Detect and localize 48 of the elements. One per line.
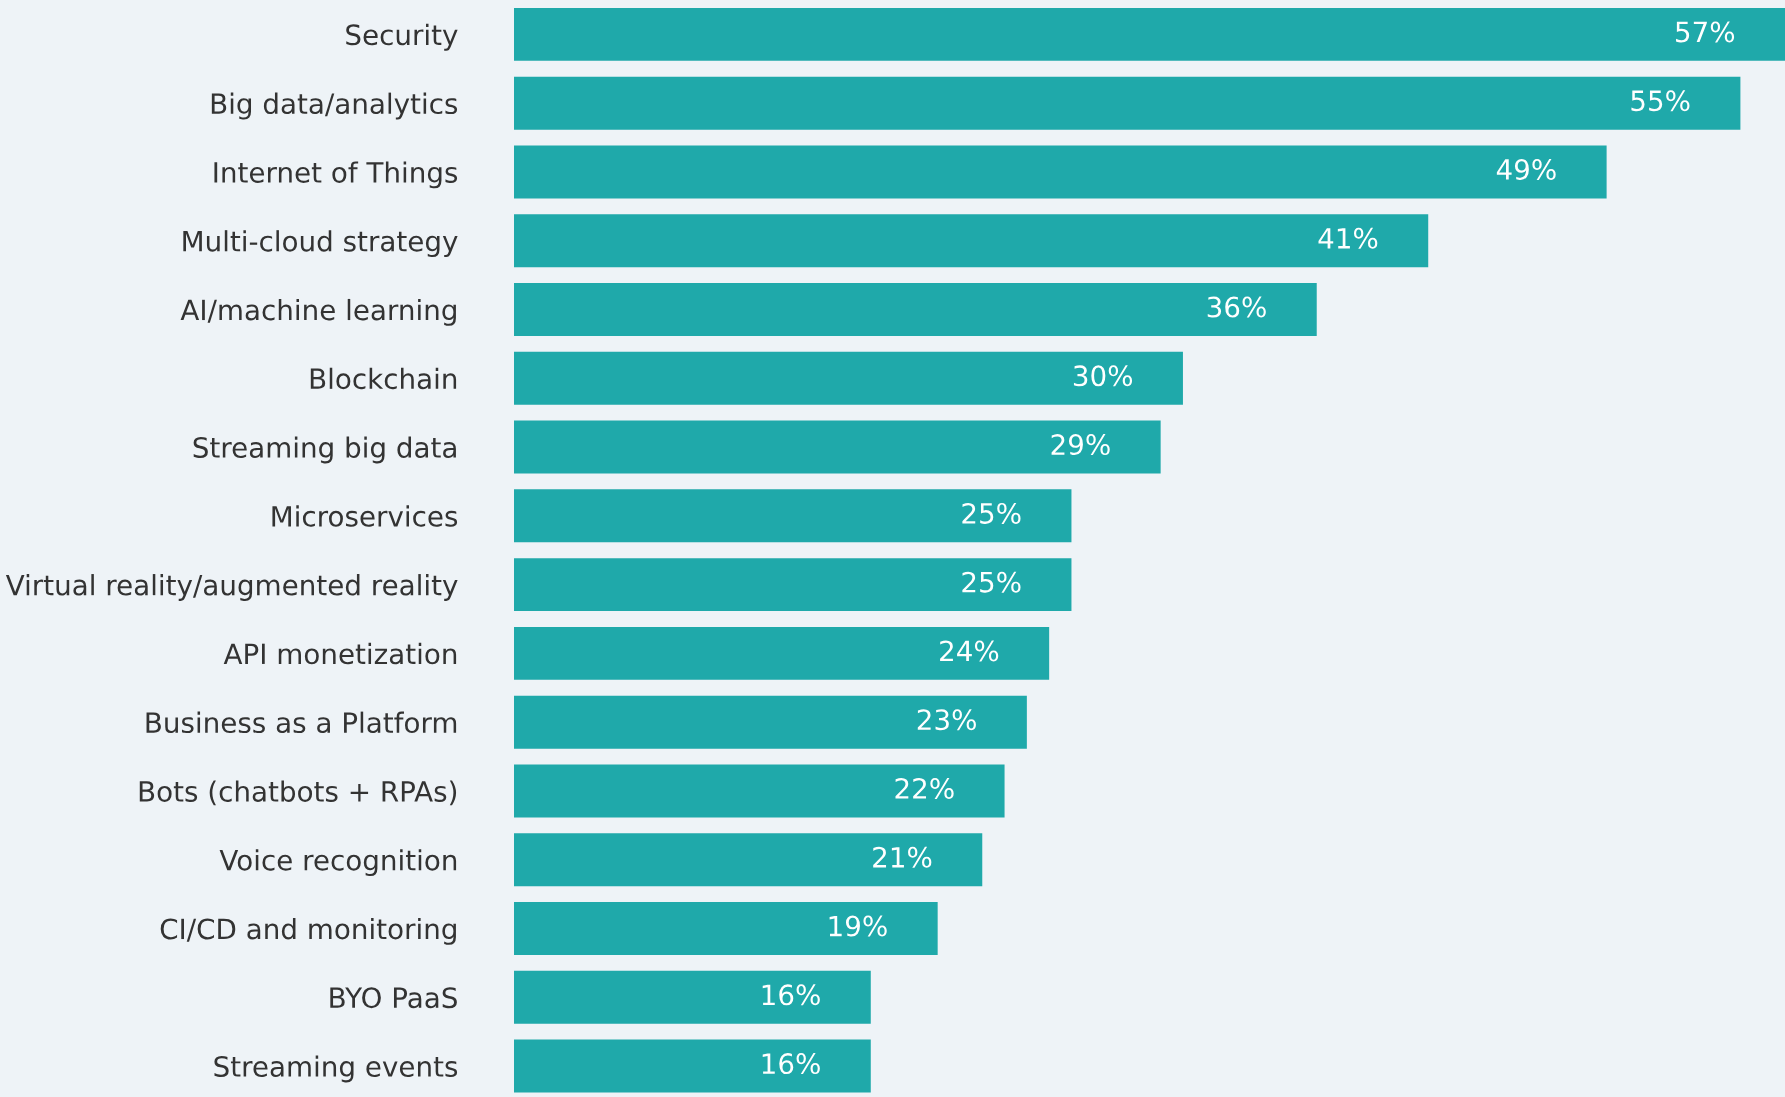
bar [514,489,1072,543]
bar [514,76,1741,130]
y-tick-label: CI/CD and monitoring [160,917,456,945]
data-label: 16% [762,1053,820,1075]
bar [514,351,1183,405]
y-tick-label: AI/machine learning [180,298,456,326]
y-tick-label: Security [346,23,458,51]
y-tick-label: Bots (chatbots + RPAs) [139,780,457,806]
data-label: 57% [1676,21,1735,43]
y-tick-label: Internet of Things [214,161,458,189]
y-tick-label: Voice recognition [219,849,457,877]
data-label: 21% [873,846,932,868]
bar [514,1039,871,1093]
y-tick-label: Streaming big data [193,436,456,464]
data-label: 16% [762,984,820,1006]
bar [514,833,983,887]
data-label: 30% [1073,365,1133,387]
bar [514,626,1050,680]
data-label: 55% [1631,90,1690,112]
bar [514,970,871,1024]
y-tick-label: Streaming events [214,1055,458,1083]
bar [514,764,1005,818]
data-label: 29% [1051,434,1110,456]
y-tick-label: Business as a Platform [146,711,457,734]
bar [514,145,1607,199]
data-label: 25% [962,571,1021,593]
y-tick-label: BYO PaaS [330,987,457,1009]
data-label: 22% [895,777,954,799]
data-label: 49% [1496,158,1556,180]
data-label: 25% [962,502,1021,524]
y-tick-label: Virtual reality/augmented reality [5,574,458,601]
data-label: 19% [829,915,887,937]
bar [514,558,1072,612]
y-tick-label: API monetization [223,642,457,665]
y-tick-label: Microservices [272,505,458,527]
data-label: 23% [917,709,976,731]
bar [514,7,1785,61]
data-label: 24% [940,640,999,662]
bar [514,214,1429,268]
bar [514,283,1317,336]
data-label: 36% [1207,296,1266,318]
y-tick-label: Multi-cloud strategy [183,230,458,258]
y-tick-label: Blockchain [310,367,457,390]
data-label: 41% [1318,227,1378,249]
bar [514,902,938,955]
y-tick-label: Big data/analytics [211,92,458,120]
bar [514,420,1161,474]
bar [514,695,1027,749]
